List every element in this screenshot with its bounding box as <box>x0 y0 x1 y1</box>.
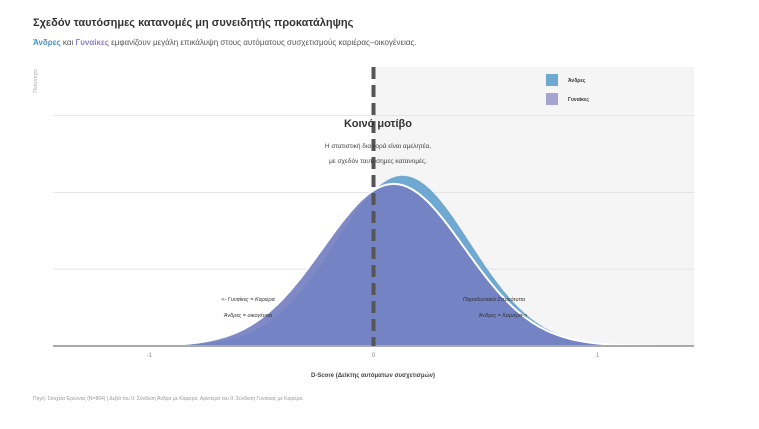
annotation-right1: Παραδοσιακό Στερεότυπο <box>463 296 525 303</box>
legend-swatch-men <box>546 74 558 86</box>
x-tick-label: 1 <box>596 353 600 359</box>
legend-label-women: Γυναίκες <box>568 97 589 103</box>
subtitle-rest: εμφανίζουν μεγάλη επικάλυψη στους αυτόμα… <box>108 38 417 47</box>
annotation-left1: <- Γυναίκες = Καριέρα <box>221 296 275 303</box>
chart-title: Σχεδόν ταυτόσημες κατανομές μη συνειδητή… <box>33 17 354 29</box>
subtitle-and: και <box>60 38 76 47</box>
series-women-area <box>53 182 694 347</box>
annotation-left2: Άνδρες = οικογένεια <box>223 312 273 319</box>
legend: Άνδρες Γυναίκες <box>546 74 589 105</box>
subtitle-men: Άνδρες <box>33 38 61 47</box>
annotation-heading: Κοινό μοτίβο <box>344 118 412 130</box>
legend-label-men: Άνδρες <box>568 78 586 84</box>
x-axis-label: D-Score (Δείκτης αυτόματων συσχετισμών) <box>311 373 435 379</box>
annotation-line2: με σχεδόν ταυτόσημες κατανομές. <box>329 157 427 165</box>
x-tick-label: 0 <box>372 353 376 359</box>
legend-swatch-women <box>546 93 558 105</box>
y-axis-label: Πυκνότητα <box>32 69 39 93</box>
chart-subtitle: Άνδρες και Γυναίκες εμφανίζουν μεγάλη επ… <box>33 38 417 47</box>
annotation-right2: Άνδρες = Καριέρα-> <box>478 312 528 319</box>
annotation-line1: Η στατιστική διαφορά είναι αμελητέα, <box>325 142 431 150</box>
x-tick-label: -1 <box>147 353 153 359</box>
source-footnote: Πηγή: Στοιχεία Έρευνας (N=864) | Δεξιά τ… <box>33 396 304 402</box>
subtitle-women: Γυναίκες <box>75 38 109 47</box>
